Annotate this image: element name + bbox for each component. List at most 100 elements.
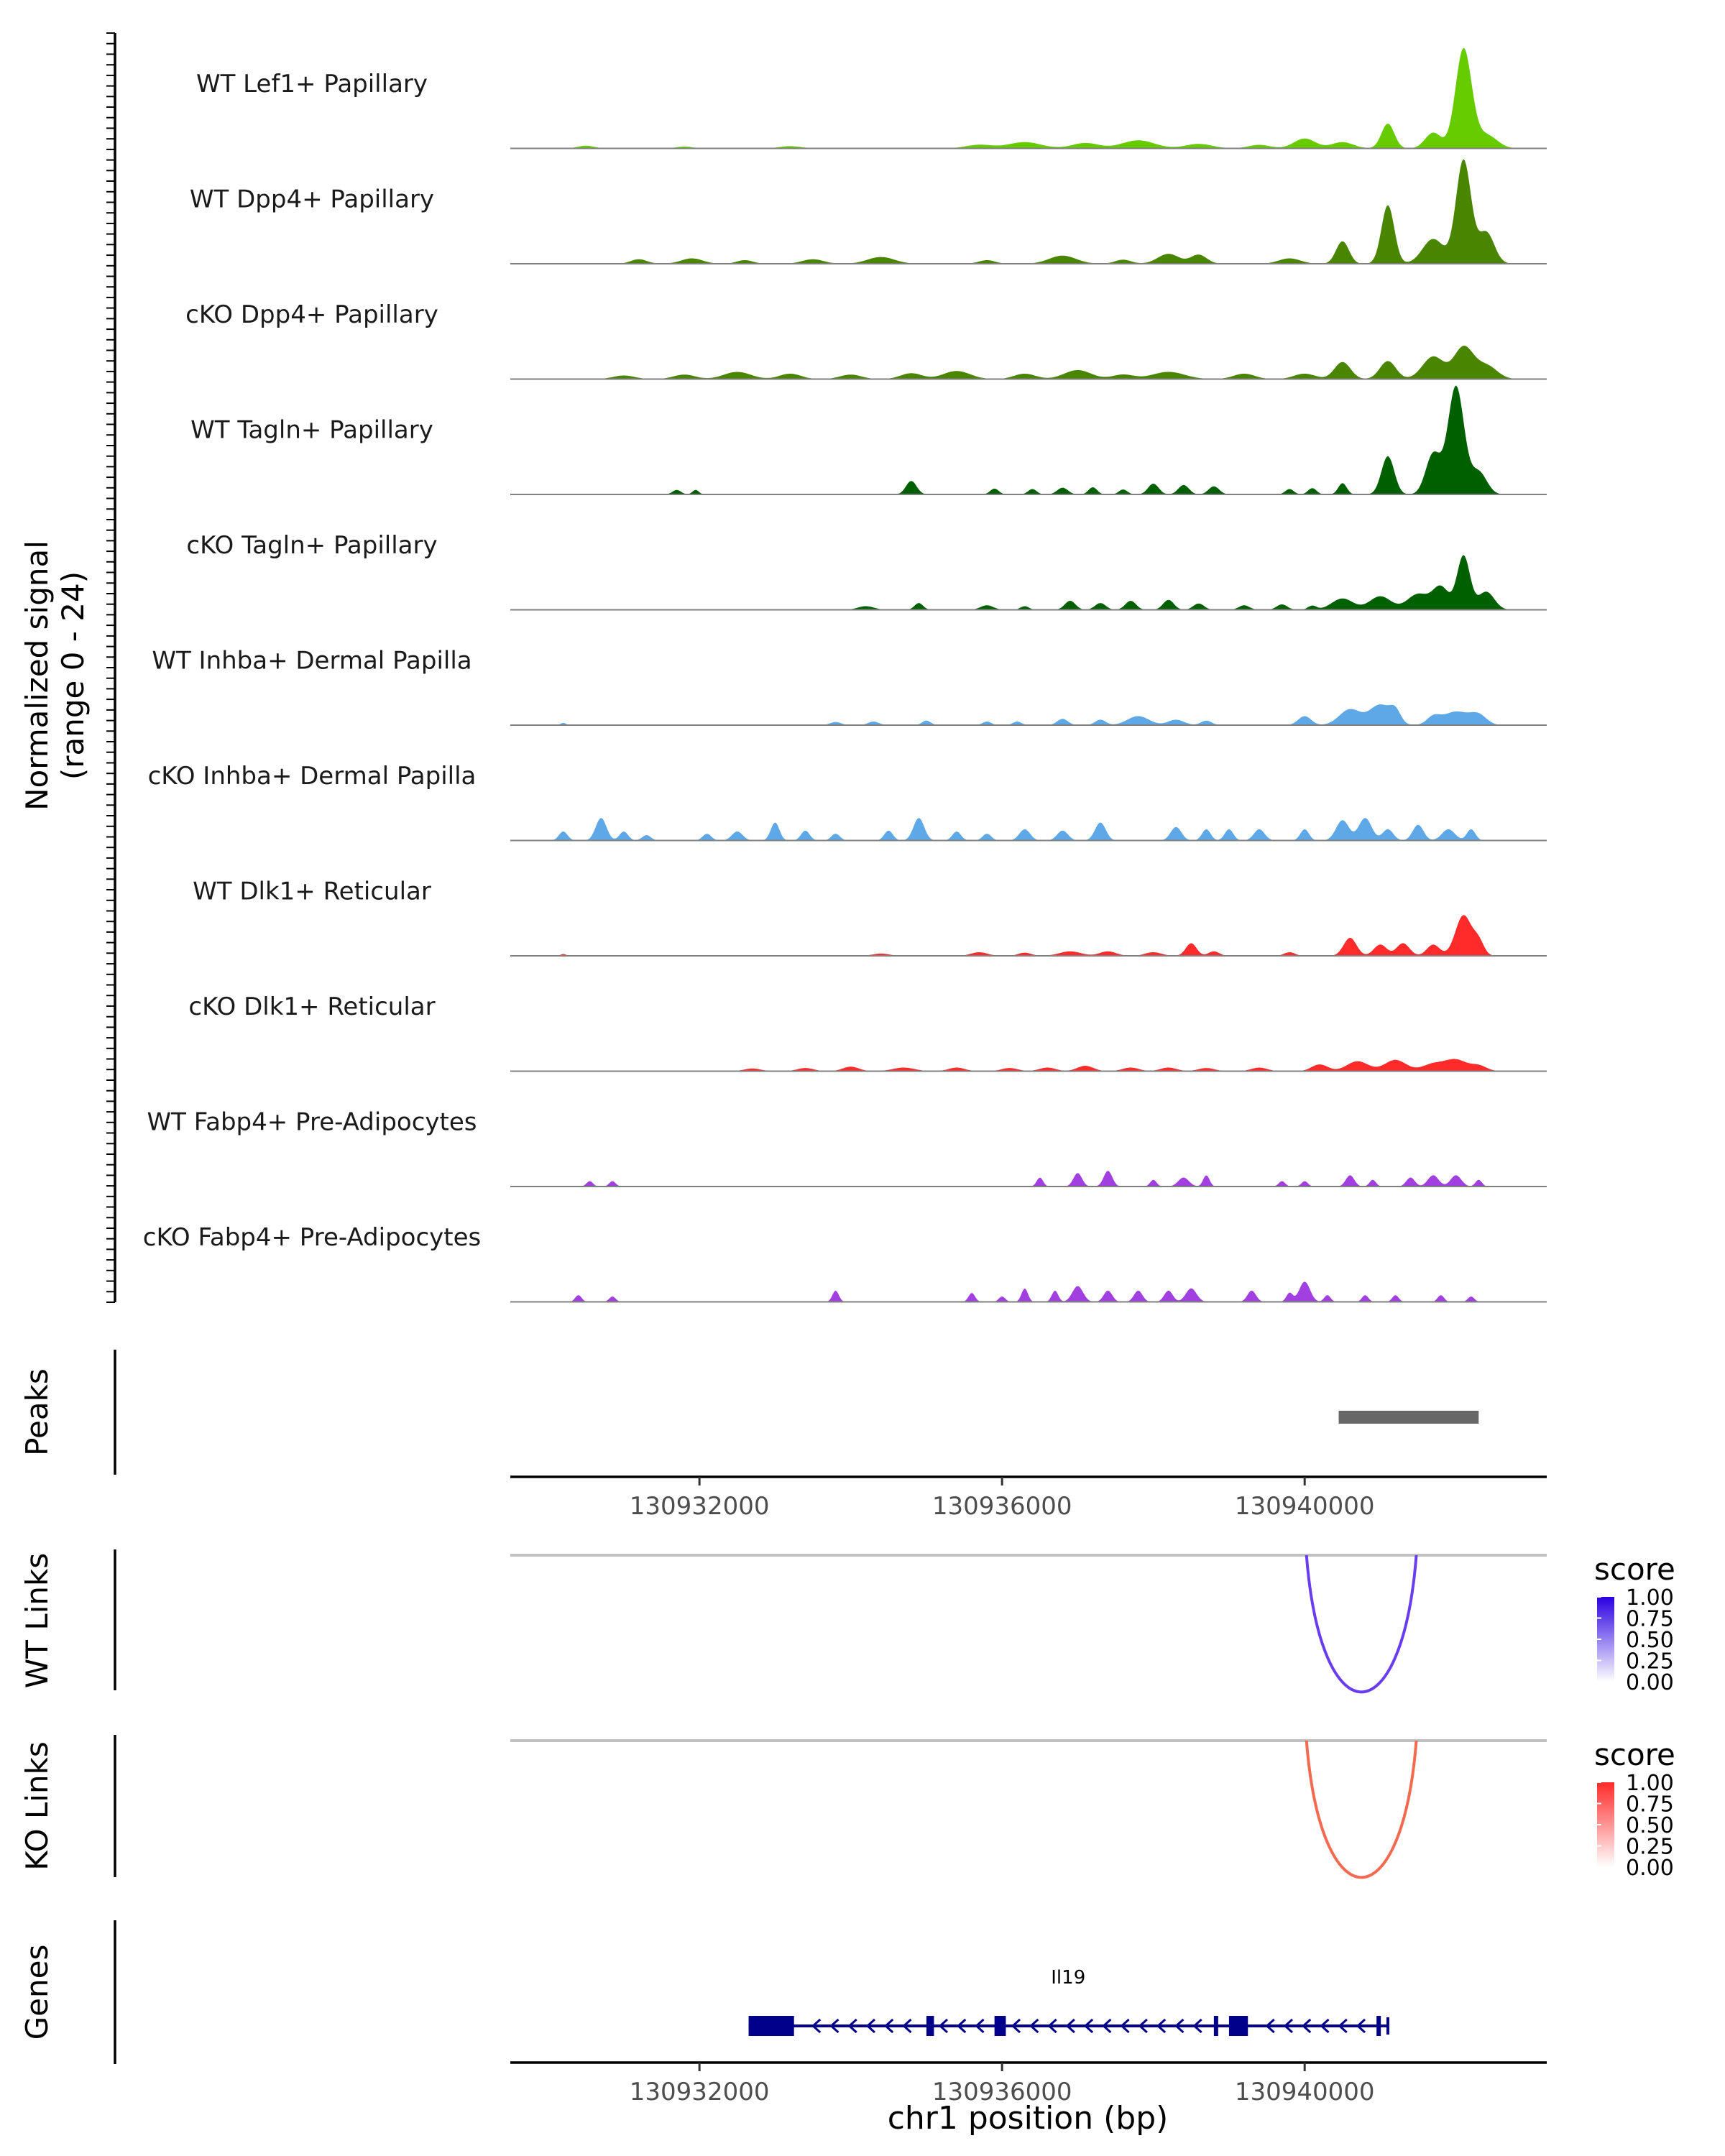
strand-arrow [1283,2018,1293,2034]
signal-ylabel-range: (range 0 - 24) [55,571,91,780]
ko-links-panel: KO Links score 1.000.750.500.250.00 [19,1735,1675,1881]
strand-arrow [1083,2018,1094,2034]
coverage-area [510,385,1547,494]
strand-arrow [1192,2018,1202,2034]
track-label: WT Inhba+ Dermal Papilla [152,647,472,676]
gene-exon [926,2016,934,2036]
strand-arrow [957,2018,967,2034]
strand-arrow [865,2018,875,2034]
signal-ylabel: Normalized signal [19,540,55,811]
peak-region [1338,1411,1479,1424]
legend-tick-label: 0.75 [1626,1792,1674,1818]
legend-tick-label: 1.00 [1626,1771,1674,1796]
strand-arrow [1138,2018,1148,2034]
legend-tick-label: 0.50 [1626,1628,1674,1653]
strand-arrow [847,2018,857,2034]
track-label: WT Fabp4+ Pre-Adipocytes [147,1108,477,1137]
coverage-area [510,555,1547,610]
wt-legend-title: score [1594,1552,1675,1587]
gene-exon [748,2016,794,2036]
track-5: WT Inhba+ Dermal Papilla [152,647,1547,726]
track-label: cKO Inhba+ Dermal Papilla [148,762,477,791]
x-tick-label: 130932000 [630,2078,770,2106]
ko-legend-title: score [1594,1737,1675,1772]
track-label: WT Dlk1+ Reticular [193,877,431,906]
x-tick-label: 130932000 [630,1492,770,1521]
track-label: WT Dpp4+ Papillary [190,185,434,214]
track-1: WT Dpp4+ Papillary [190,159,1547,264]
wt-links-label: WT Links [19,1553,55,1688]
wt-links-panel: WT Links score 1.000.750.500.250.00 [19,1549,1675,1695]
gene-exon [1228,2016,1248,2036]
track-label: cKO Tagln+ Papillary [186,531,437,560]
gene-exon [1376,2016,1381,2036]
strand-arrow [902,2018,912,2034]
coverage-area [510,346,1547,379]
strand-arrow [1120,2018,1130,2034]
strand-arrow [1047,2018,1057,2034]
strand-arrow [1265,2018,1275,2034]
genes-label: Genes [19,1945,55,2040]
strand-arrow [1029,2018,1039,2034]
strand-arrow [1320,2018,1330,2034]
strand-arrow [829,2018,840,2034]
legend-tick-label: 0.00 [1626,1670,1674,1695]
track-2: cKO Dpp4+ Papillary [185,300,1547,380]
strand-arrow [938,2018,949,2034]
legend-tick-label: 0.25 [1626,1835,1674,1860]
signal-y-axis [106,32,116,1303]
coverage-area [510,915,1547,956]
wt-score-legend: score 1.000.750.500.250.00 [1594,1552,1675,1695]
coverage-tracks: WT Lef1+ Papillary WT Dpp4+ Papillary cKO … [143,47,1547,1303]
ko-score-legend: score 1.000.750.500.250.00 [1594,1737,1675,1881]
strand-arrow [1102,2018,1112,2034]
track-7: WT Dlk1+ Reticular [193,877,1547,957]
coverage-area [510,1171,1547,1187]
x-tick-label: 130936000 [932,2078,1072,2106]
ko-link-arc [1305,1740,1418,1879]
track-label: WT Lef1+ Papillary [196,70,428,98]
track-0: WT Lef1+ Papillary [196,47,1547,149]
coverage-area [510,1059,1547,1072]
track-8: cKO Dlk1+ Reticular [188,992,1547,1072]
coverage-area [510,1281,1547,1302]
track-3: WT Tagln+ Papillary [190,385,1547,495]
track-label: cKO Dlk1+ Reticular [188,992,435,1021]
legend-tick-label: 0.00 [1626,1856,1674,1881]
strand-arrow [1065,2018,1075,2034]
track-label: cKO Dpp4+ Papillary [185,300,438,329]
track-label: cKO Fabp4+ Pre-Adipocytes [143,1223,482,1252]
track-9: WT Fabp4+ Pre-Adipocytes [147,1108,1547,1187]
track-6: cKO Inhba+ Dermal Papilla [148,762,1547,842]
legend-tick-label: 1.00 [1626,1585,1674,1611]
track-4: cKO Tagln+ Papillary [186,531,1547,611]
legend-tick-label: 0.25 [1626,1649,1674,1674]
strand-arrow [1156,2018,1167,2034]
x-axis-title: chr1 position (bp) [888,2100,1169,2137]
strand-arrow [811,2018,822,2034]
coverage-area [510,704,1547,725]
strand-arrow [1011,2018,1021,2034]
wt-link-arc [1305,1554,1418,1694]
x-tick-label: 130940000 [1235,1492,1375,1521]
strand-arrow [1338,2018,1348,2034]
track-10: cKO Fabp4+ Pre-Adipocytes [143,1223,1547,1303]
legend-tick-label: 0.50 [1626,1813,1674,1838]
coverage-area [510,818,1547,841]
gene-name-label: Il19 [1051,1967,1085,1989]
gene-model [748,2016,1389,2036]
coverage-area [510,159,1547,264]
gene-exon [1213,2016,1218,2036]
genes-panel: Genes Il19 130932000 130936000 130940000 c… [19,1920,1547,2137]
strand-arrow [1301,2018,1312,2034]
legend-tick-label: 0.75 [1626,1607,1674,1632]
strand-arrow [975,2018,985,2034]
ko-links-label: KO Links [19,1741,55,1871]
x-tick-label: 130940000 [1235,2078,1375,2106]
track-label: WT Tagln+ Papillary [190,416,433,445]
coverage-area [510,47,1547,149]
peaks-label: Peaks [19,1368,55,1456]
strand-arrow [1356,2018,1366,2034]
peaks-panel: Peaks 130932000 130936000 130940000 [19,1350,1547,1521]
